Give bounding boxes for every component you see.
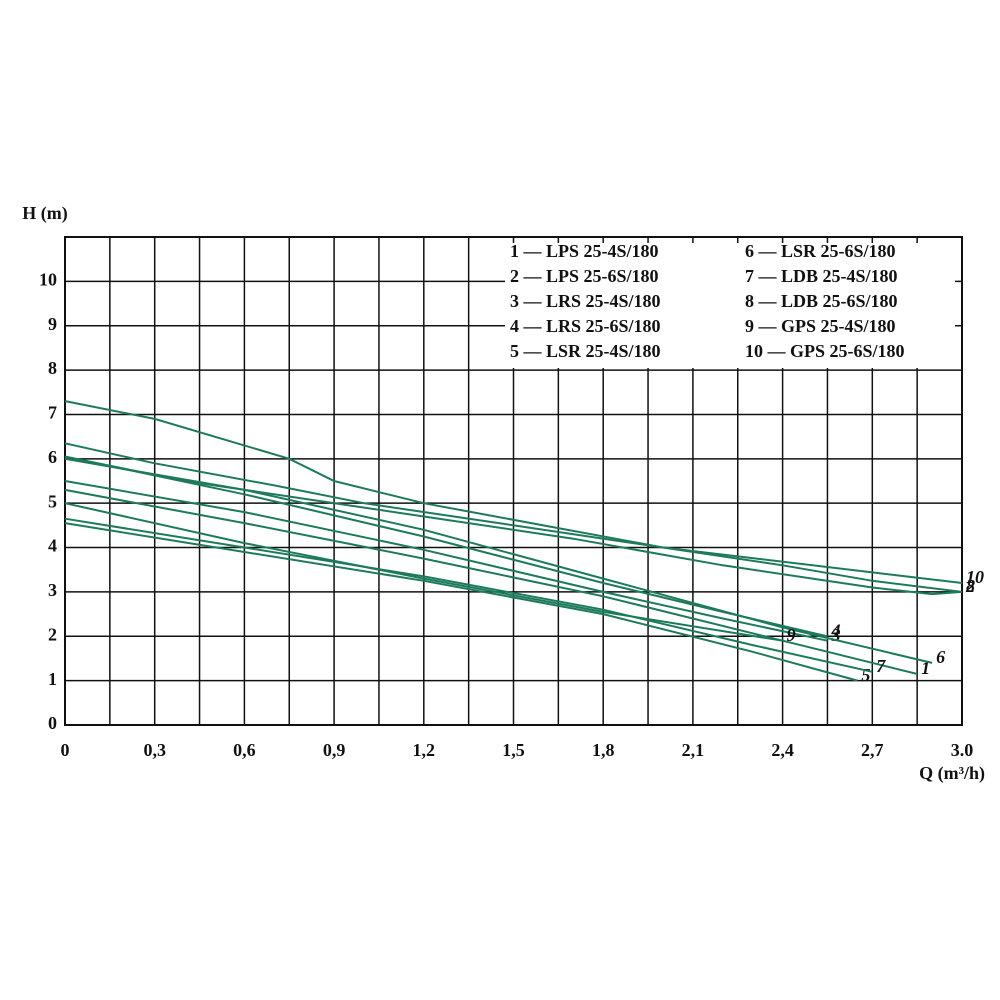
y-tick-label: 3 [48,580,57,600]
x-tick-label: 1,2 [413,740,436,760]
legend-entry: 1 — LPS 25-4S/180 [510,241,659,261]
y-tick-label: 2 [48,624,57,644]
curve-tag: 7 [876,656,886,676]
curve-tag: 4 [830,620,840,640]
x-tick-label: 3.0 [951,740,974,760]
y-tick-label: 7 [48,403,57,423]
legend-entry: 4 — LRS 25-6S/180 [510,316,661,336]
curve [64,457,933,664]
legend-entry: 7 — LDB 25-4S/180 [745,266,898,286]
x-tick-label: 2,1 [682,740,705,760]
legend-entry: 2 — LPS 25-6S/180 [510,266,659,286]
legend-box [505,243,955,368]
y-tick-label: 1 [48,669,57,689]
x-tick-label: 0,6 [233,740,256,760]
y-tick-label: 5 [48,491,57,511]
x-axis-label: Q (m³/h) [919,763,985,784]
curve-tag: 6 [936,647,945,667]
x-tick-label: 2,7 [861,740,884,760]
curve [64,442,963,593]
x-tick-label: 1,5 [502,740,525,760]
curve-tag: 10 [966,567,984,587]
legend-entry: 9 — GPS 25-4S/180 [745,316,896,336]
curve [64,480,828,642]
curve-tag: 8 [966,576,975,596]
y-tick-label: 8 [48,358,57,378]
curve [64,502,783,642]
curve-tag: 2 [965,576,975,596]
y-axis-label: H (m) [22,203,67,224]
legend-entry: 10 — GPS 25-6S/180 [745,341,905,361]
curve-tag: 1 [921,658,930,678]
y-tick-label: 9 [48,314,57,334]
curve-tag: 3 [830,625,840,645]
x-tick-label: 0,9 [323,740,346,760]
x-tick-label: 0,3 [143,740,166,760]
y-tick-label: 0 [48,713,57,733]
curve [64,517,873,673]
legend-entry: 3 — LRS 25-4S/180 [510,291,661,311]
curve [64,488,918,675]
y-tick-label: 10 [39,269,57,289]
legend-entry: 6 — LSR 25-6S/180 [745,241,896,261]
curve [64,522,858,682]
curve-tag: 9 [787,625,796,645]
curve [64,455,963,596]
curve-tag: 5 [861,665,870,685]
x-tick-label: 1,8 [592,740,615,760]
x-tick-label: 2,4 [771,740,794,760]
legend-entry: 8 — LDB 25-6S/180 [745,291,898,311]
legend-entry: 5 — LSR 25-4S/180 [510,341,661,361]
y-tick-label: 4 [48,536,57,556]
x-tick-label: 0 [61,740,70,760]
y-tick-label: 6 [48,447,57,467]
curve [64,400,963,584]
